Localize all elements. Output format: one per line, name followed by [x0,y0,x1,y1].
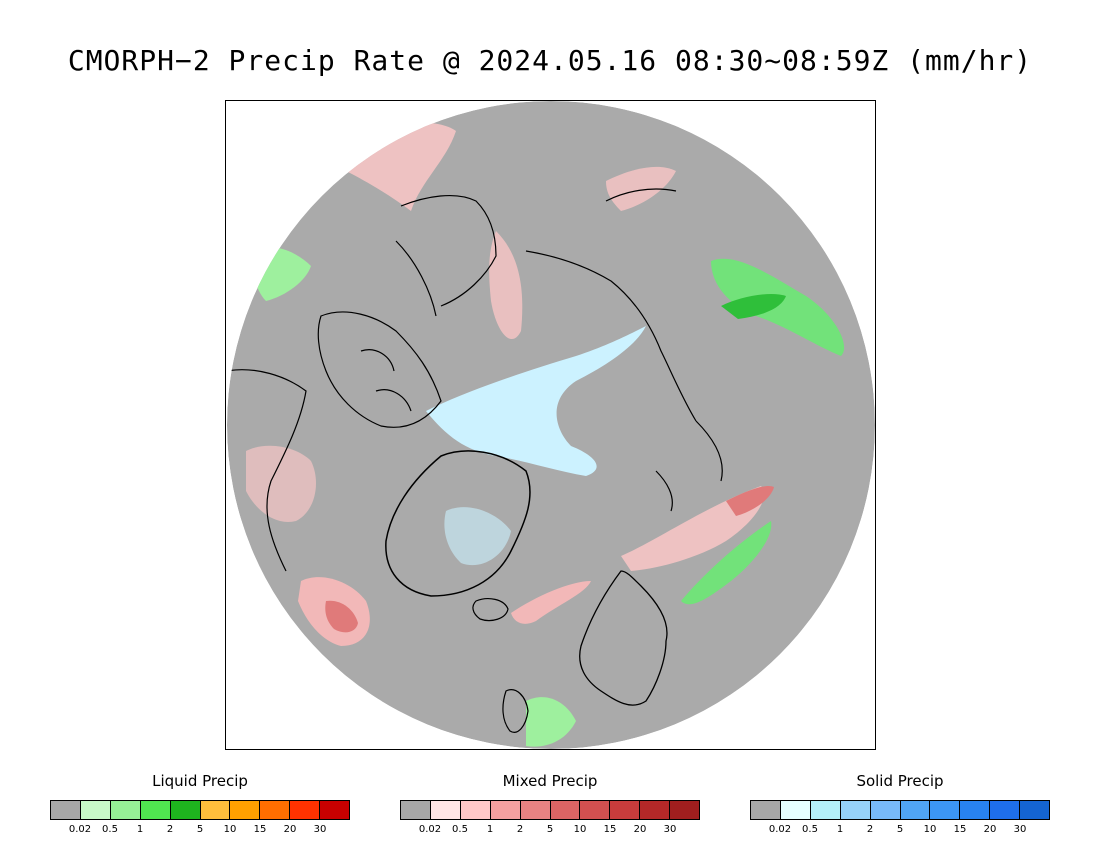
legend-tick-label: 10 [573,824,587,835]
legend-swatch [960,801,991,819]
coastline-north-america [227,240,437,572]
color-bar [750,800,1050,820]
region-liquid-siberia [711,258,845,356]
legend-swatch [550,801,581,819]
region-mixed-barents-core [726,485,774,516]
legend-tick-label: 1 [486,824,494,835]
region-mixed-alaska [489,231,523,340]
color-bar [400,800,700,820]
legend-swatch [580,801,611,819]
legend-tick-label: 20 [633,824,647,835]
coastline-greenland [385,450,531,597]
coastline-british-isles [502,689,529,733]
legend-tick-label: 10 [923,824,937,835]
legend-swatch [810,801,841,819]
legend-swatch [140,801,171,819]
legend-tick-label: 20 [283,824,297,835]
legend-tick-label: 1 [136,824,144,835]
legend-tick-label: 5 [196,824,204,835]
legend-tick-label: 15 [953,824,967,835]
legend-mixed-precip: Mixed Precip 0.02 0.5 1 2 5 10 15 20 30 [400,770,700,840]
legend-swatch [230,801,261,819]
legend-swatch [930,801,961,819]
map-frame [225,100,876,750]
legend-swatch [200,801,231,819]
legend-swatch [870,801,901,819]
legend-swatch [80,801,111,819]
coastline-eurasia [655,420,723,512]
legend-swatch [170,801,201,819]
legend-swatch [990,801,1021,819]
legend-tick-label: 15 [253,824,267,835]
legend-tick-label: 30 [313,824,327,835]
legend-swatch [751,801,781,819]
region-liquid-europe [526,697,576,747]
legend-tick-label: 1 [836,824,844,835]
legend-tick-label: 0.02 [68,824,92,835]
legend-title: Solid Precip [856,772,944,790]
legend-tick-label: 0.02 [418,824,442,835]
legend-swatch [490,801,521,819]
legend-swatch [290,801,321,819]
legend-tick-label: 15 [603,824,617,835]
legend-swatch [520,801,551,819]
legend-tick-label: 2 [516,824,524,835]
legend-tick-label: 0.5 [452,824,468,835]
coastline-scandinavia [579,570,668,706]
region-solid-arctic-swirl [426,326,646,476]
legend-title: Liquid Precip [152,772,248,790]
legend-swatch [900,801,931,819]
legend-swatch [1020,801,1050,819]
legend-swatch [401,801,431,819]
legend-swatch [430,801,461,819]
legend-tick-label: 20 [983,824,997,835]
region-mixed-canada [246,445,316,522]
legend-solid-precip: Solid Precip 0.02 0.5 1 2 5 10 15 20 30 [750,770,1050,840]
legend-swatch [51,801,81,819]
legend-tick-label: 30 [1013,824,1027,835]
legend-tick-label: 5 [896,824,904,835]
legend-swatch [670,801,700,819]
legend-tick-label: 5 [546,824,554,835]
region-liquid-scandinavia [681,521,772,605]
legend-liquid-precip: Liquid Precip 0.02 0.5 1 2 5 10 15 20 30 [50,770,350,840]
legend-swatch [610,801,641,819]
legend-swatch [460,801,491,819]
color-bar [50,800,350,820]
coastline-canadian-archipelago [317,311,442,428]
legend-tick-label: 0.5 [802,824,818,835]
legend-swatch [110,801,141,819]
legend-swatch [260,801,291,819]
legend-swatch [320,801,350,819]
legend-tick-label: 10 [223,824,237,835]
region-mixed-north-atlantic [511,581,591,624]
region-liquid-siberia-core [721,294,786,319]
chart-title: CMORPH−2 Precip Rate @ 2024.05.16 08:30~… [67,44,1033,77]
coastline-alaska [400,195,497,307]
legend-tick-label: 0.5 [102,824,118,835]
legend-tick-label: 30 [663,824,677,835]
legend-tick-label: 2 [166,824,174,835]
legend-swatch [780,801,811,819]
region-mixed-norwegian-sea [621,486,765,571]
legend-swatch [840,801,871,819]
coastline-iceland [472,598,509,622]
region-mixed-labrador-core [325,600,358,633]
legend-tick-label: 0.02 [768,824,792,835]
region-mixed-siberia [606,166,676,211]
legend-title: Mixed Precip [502,772,598,790]
legend-swatch [640,801,671,819]
legend-tick-label: 2 [866,824,874,835]
polar-map [227,101,875,749]
region-solid-greenland [444,507,511,566]
coastline-siberia [525,188,697,422]
